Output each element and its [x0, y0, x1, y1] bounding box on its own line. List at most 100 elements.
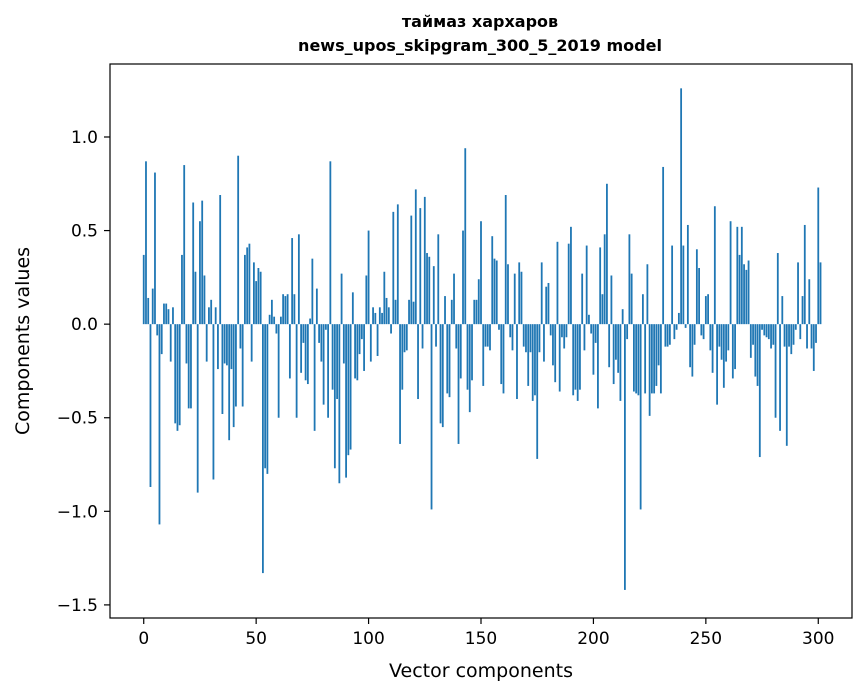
bar [718, 324, 721, 347]
bar [228, 324, 231, 441]
bar [772, 324, 775, 345]
bar [412, 301, 415, 325]
bar [698, 268, 700, 325]
bar [702, 324, 705, 340]
bar [187, 324, 190, 409]
bar [277, 324, 280, 418]
bar [675, 324, 678, 330]
bar [648, 324, 651, 416]
bar [797, 262, 799, 325]
bar [792, 324, 795, 345]
bar [655, 324, 658, 386]
bar [682, 245, 685, 325]
x-tick-label: 150 [465, 629, 497, 649]
bar [525, 324, 527, 353]
bar [176, 324, 179, 431]
bar [599, 247, 602, 325]
bar [749, 324, 752, 358]
bar [592, 324, 595, 375]
bar [639, 324, 642, 510]
bar [601, 294, 604, 325]
bar [758, 324, 761, 458]
x-tick-label: 0 [138, 629, 149, 649]
bar [536, 324, 539, 459]
bar [695, 249, 698, 325]
bar [727, 324, 730, 351]
bar [300, 324, 303, 373]
bar [275, 324, 278, 334]
bar [538, 324, 541, 353]
bar [570, 226, 572, 325]
bar [165, 303, 168, 325]
bar [205, 324, 208, 362]
bar [394, 299, 397, 325]
bar [581, 273, 584, 325]
bar [664, 324, 667, 347]
bar [615, 324, 617, 360]
bar [716, 324, 718, 405]
bar [534, 324, 536, 396]
bar [819, 262, 822, 325]
bar [691, 324, 694, 377]
bar [291, 238, 294, 325]
bar [248, 243, 251, 325]
bar [491, 236, 494, 325]
bar [302, 324, 305, 343]
x-tick-label: 100 [352, 629, 384, 649]
bar [401, 324, 404, 390]
bar [644, 324, 647, 394]
bar [273, 316, 276, 325]
bar [374, 312, 377, 325]
bar [680, 88, 683, 325]
bar [306, 324, 309, 385]
bar [482, 324, 485, 386]
bar [255, 281, 258, 325]
bar [163, 303, 165, 325]
bar [756, 324, 759, 386]
bar [693, 324, 696, 345]
bar [558, 324, 561, 392]
bar [241, 324, 244, 407]
bar [259, 271, 262, 325]
bar [531, 324, 534, 401]
bar [387, 307, 390, 325]
bar [507, 264, 509, 325]
bar [327, 324, 329, 418]
bar [500, 324, 503, 385]
bar [597, 324, 599, 409]
bar [154, 172, 156, 325]
bar [349, 324, 352, 450]
bar [752, 324, 754, 345]
bar [700, 324, 703, 336]
bar [612, 324, 615, 385]
bar [572, 324, 575, 396]
bar [731, 324, 734, 379]
bar [311, 258, 314, 325]
bar [740, 226, 743, 325]
bar [419, 208, 422, 325]
bar [313, 324, 316, 431]
bar [169, 324, 172, 362]
bar [785, 324, 788, 446]
y-tick-label: 0.0 [71, 315, 98, 335]
bar [513, 273, 516, 325]
plot-frame [109, 63, 853, 619]
bar [556, 241, 559, 325]
bar [151, 288, 154, 325]
bar [426, 253, 428, 325]
bar [617, 324, 620, 373]
bar [423, 196, 426, 325]
bar [309, 318, 312, 325]
bar [484, 324, 487, 347]
bar [230, 324, 233, 370]
bar [722, 324, 725, 388]
chart-subtitle: news_upos_skipgram_300_5_2019 model [298, 36, 662, 55]
bar [363, 324, 365, 371]
bar [621, 309, 624, 325]
bar [172, 307, 174, 325]
x-axis-label: Vector components [389, 660, 573, 682]
bar [378, 307, 381, 325]
bar [594, 324, 597, 343]
bar [383, 271, 386, 325]
bar [754, 324, 757, 377]
